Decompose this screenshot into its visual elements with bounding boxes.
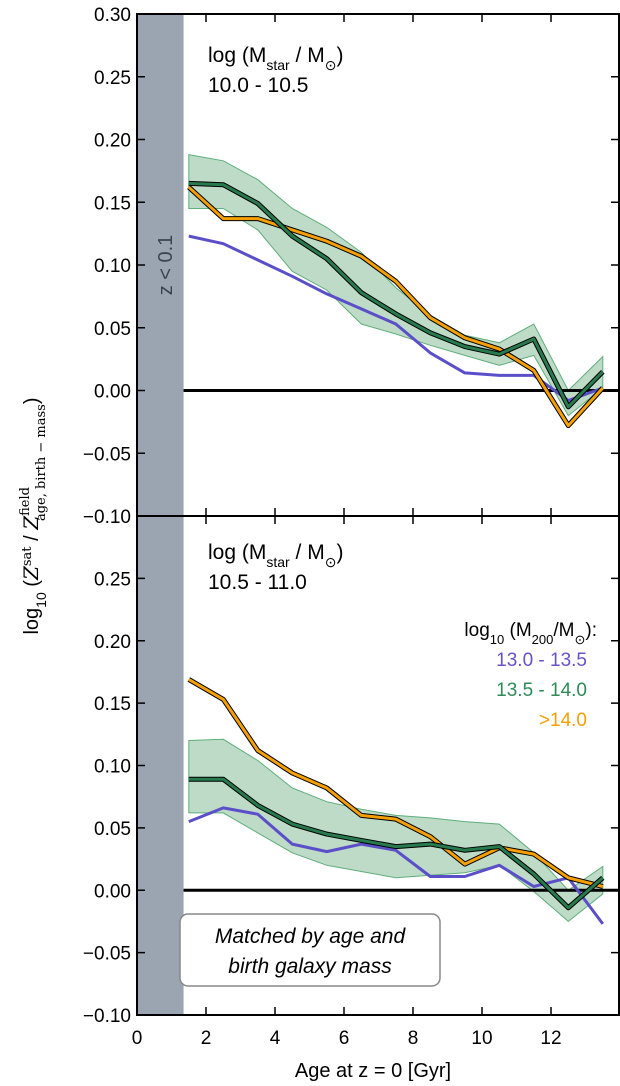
- xtick-label-1: 2: [201, 1028, 212, 1049]
- band-13.5-14-top: [188, 154, 604, 417]
- panel-bottom-mass-range: 10.5 - 11.0: [208, 571, 307, 594]
- ytick-label-top-5: 0.15: [94, 193, 131, 214]
- ytick-label-top-1: −0.05: [83, 444, 131, 465]
- ytick-label-top-6: 0.20: [94, 131, 131, 152]
- legend-title: log10 (M200/M⊙):: [464, 620, 597, 647]
- annotation-line-2: birth galaxy mass: [228, 955, 392, 978]
- xtick-label-3: 6: [339, 1028, 350, 1049]
- panel-top-mass-label: log (Mstar / M⊙): [208, 44, 343, 73]
- panel-top-mass-range: 10.0 - 10.5: [208, 74, 308, 97]
- band-13.5-14-bottom: [188, 738, 604, 923]
- shaded-region-label: z < 0.1: [155, 235, 177, 296]
- ylabel-sat-sup: sat: [20, 546, 35, 566]
- ytick-label-top-0: −0.10: [83, 507, 131, 528]
- xtick-label-0: 0: [132, 1028, 143, 1049]
- series-line-13.5 - 14.0-bottom: [188, 777, 604, 910]
- ytick-label-top-3: 0.05: [94, 319, 131, 340]
- ylabel-open: (: [21, 580, 43, 593]
- legend-entry-gt14: >14.0: [539, 710, 587, 731]
- ytick-label-bottom-6: 0.20: [94, 632, 131, 653]
- ytick-label-bottom-5: 0.15: [94, 694, 131, 715]
- ylabel-field-sup: field: [18, 487, 33, 516]
- ytick-label-bottom-0: −0.10: [83, 1006, 131, 1027]
- xtick-label-2: 4: [270, 1028, 281, 1049]
- ylabel-z2: Z: [19, 515, 43, 531]
- panel-bottom: −0.10 −0.05 0.00 0.05 0.10 0.15 0.20 0.25: [83, 515, 620, 1027]
- series-line-13.0 - 13.5-bottom: [188, 806, 605, 925]
- ytick-label-top-2: 0.00: [94, 382, 131, 403]
- ylabel-log: log: [21, 608, 43, 635]
- series-line->14.0-bottom: [188, 678, 604, 888]
- ytick-label-top-4: 0.10: [94, 256, 131, 277]
- ytick-label-top-7: 0.25: [94, 68, 131, 89]
- legend-entry-13-13.5: 13.0 - 13.5: [496, 650, 587, 671]
- ytick-label-bottom-4: 0.10: [94, 757, 131, 778]
- ylabel-field-sub: age, birth − mass: [34, 404, 49, 521]
- series-line->14.0-top: [187, 186, 604, 428]
- xtick-label-5: 10: [471, 1028, 492, 1049]
- xtick-label-4: 8: [408, 1028, 419, 1049]
- panel-bottom-mass-label: log (Mstar / M⊙): [208, 541, 343, 570]
- ylabel-close: ): [21, 397, 43, 404]
- x-axis-title: Age at z = 0 [Gyr]: [295, 1060, 451, 1082]
- series-line-13.5 - 14.0-top: [188, 181, 604, 409]
- xtick-label-6: 12: [540, 1028, 561, 1049]
- ytick-label-bottom-1: −0.05: [83, 944, 131, 965]
- y-axis-title: log10 (Zsat / Zfieldage, birth − mass): [18, 397, 49, 634]
- ylabel-slash: /: [21, 530, 43, 547]
- legend-entry-13.5-14: 13.5 - 14.0: [496, 680, 587, 701]
- annotation-line-1: Matched by age and: [215, 925, 407, 948]
- panel-top: −0.10 −0.05 0.00 0.05 0.10 0.15 0.20 0.25 0.30: [83, 5, 620, 528]
- ylabel-z: Z: [19, 565, 43, 581]
- ytick-label-bottom-7: 0.25: [94, 569, 131, 590]
- ytick-label-top-8: 0.30: [94, 5, 131, 26]
- panels: −0.10−0.050.000.050.100.150.200.250.30−0…: [83, 5, 620, 1049]
- series-line-13.0 - 13.5-top: [188, 234, 604, 402]
- ytick-label-bottom-3: 0.05: [94, 819, 131, 840]
- ytick-label-bottom-2: 0.00: [94, 881, 131, 902]
- ylabel-log-sub: 10: [33, 592, 49, 608]
- annotation-box: [179, 913, 441, 987]
